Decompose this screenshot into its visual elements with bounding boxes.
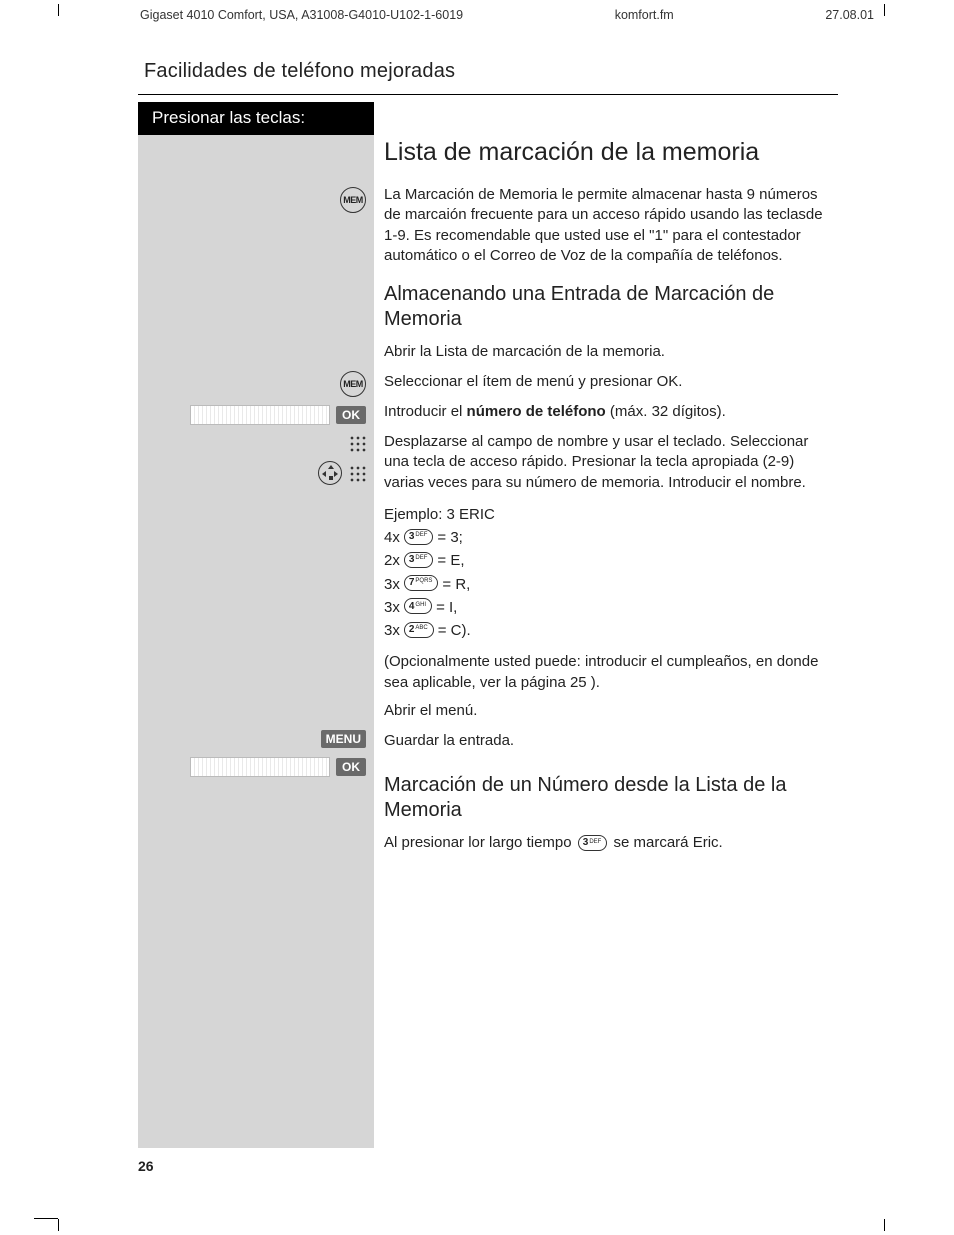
example-row-2: 2x 3DEF = E, [384,549,834,572]
meta-date: 27.08.01 [825,8,874,22]
ex3-post: = R, [442,573,470,596]
key-row-mem: MEM [138,183,374,217]
dial-post: se marcará Eric. [614,834,723,851]
example-row-1: 4x 3DEF = 3; [384,526,834,549]
left-column: Presionar las teclas: MEM MEM OK MENU OK [138,102,374,1148]
keypad-icon [348,434,366,452]
step3-bold: número de teléfono [467,403,606,420]
intro-text: La Marcación de Memoria le permite almac… [384,185,834,266]
section-title: Facilidades de teléfono mejoradas [144,60,455,83]
meta-product: Gigaset 4010 Comfort, USA, A31008-G4010-… [140,8,463,22]
key-3-icon: 3DEF [404,529,434,545]
ok-button-icon: OK [336,758,366,776]
ex3-pre: 3x [384,573,400,596]
hatched-field [190,405,330,425]
example-block: Ejemplo: 3 ERIC 4x 3DEF = 3; 2x 3DEF = E… [384,503,834,643]
ok-button-icon: OK [336,406,366,424]
optional-note: (Opcionalmente usted puede: introducir e… [384,652,834,693]
step-5: Abrir el menú. [384,701,834,725]
example-row-4: 3x 4GHI = I, [384,596,834,619]
key-3-icon: 3DEF [578,835,608,851]
key-row-ok2: OK [138,753,374,781]
crop-mark [58,4,59,16]
header-meta: Gigaset 4010 Comfort, USA, A31008-G4010-… [140,8,874,22]
ex5-post: = C). [438,619,471,642]
crop-mark [58,1219,59,1231]
right-column: Lista de marcación de la memoria La Marc… [384,102,834,863]
key-4-icon: 4GHI [404,598,432,614]
ex4-post: = I, [436,596,457,619]
key-2-icon: 2ABC [404,622,434,638]
nav-icon [318,461,342,485]
step-4: Desplazarse al campo de nombre y usar el… [384,432,834,493]
mem-icon: MEM [340,187,366,213]
divider [138,94,838,95]
meta-file: komfort.fm [615,8,674,22]
key-row-mem2: MEM [138,367,374,401]
ex4-pre: 3x [384,596,400,619]
key-3-icon: 3DEF [404,552,434,568]
example-row-5: 3x 2ABC = C). [384,619,834,642]
key-row-keypad [138,429,374,457]
step-2: Seleccionar el ítem de menú y presionar … [384,372,834,396]
mem-icon: MEM [340,371,366,397]
step-6: Guardar la entrada. [384,731,834,755]
key-row-ok: OK [138,401,374,429]
main-heading: Lista de marcación de la memoria [384,138,834,167]
step3-post: (máx. 32 dígitos). [606,403,726,420]
keypad-icon [348,464,366,482]
left-header: Presionar las teclas: [138,102,374,135]
example-row-3: 3x 7PQRS = R, [384,573,834,596]
crop-mark [34,1218,58,1219]
crop-mark [884,4,885,16]
step-1: Abrir la Lista de marcación de la memori… [384,342,834,366]
key-row-nav-keypad [138,457,374,489]
dial-text: Al presionar lor largo tiempo 3DEF se ma… [384,833,834,857]
hatched-field [190,757,330,777]
ex1-post: = 3; [437,526,462,549]
dial-pre: Al presionar lor largo tiempo [384,834,576,851]
step3-pre: Introducir el [384,403,467,420]
sub-heading-2: Marcación de un Número desde la Lista de… [384,773,834,823]
page-number: 26 [138,1158,154,1174]
ex5-pre: 3x [384,619,400,642]
crop-mark [884,1219,885,1231]
key-row-menu: MENU [138,725,374,753]
example-label: Ejemplo: 3 ERIC [384,503,834,526]
menu-button-icon: MENU [321,730,366,748]
key-7-icon: 7PQRS [404,575,439,591]
ex2-pre: 2x [384,549,400,572]
sub-heading-1: Almacenando una Entrada de Marcación de … [384,282,834,332]
step-3: Introducir el número de teléfono (máx. 3… [384,402,834,426]
ex2-post: = E, [437,549,464,572]
ex1-pre: 4x [384,526,400,549]
